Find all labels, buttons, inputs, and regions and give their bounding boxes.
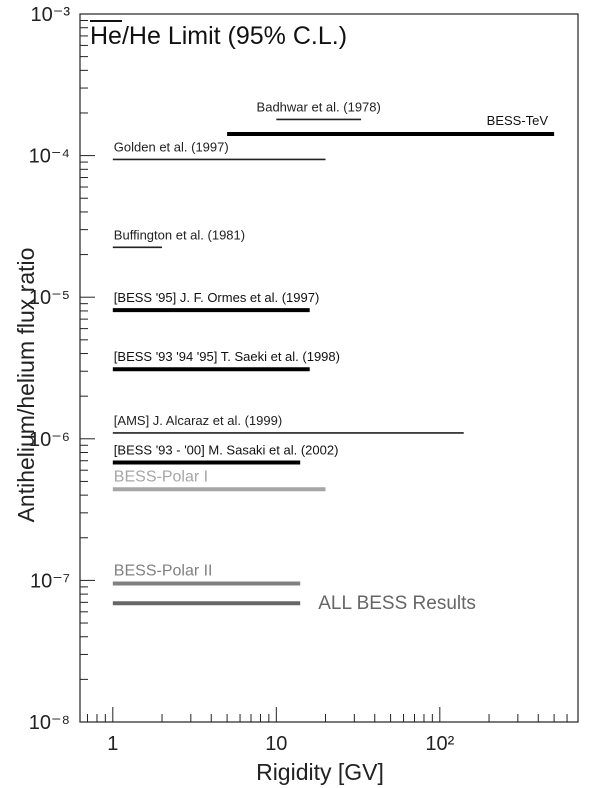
x-tick-label: 10² [425, 733, 454, 755]
chart-title: He/He Limit (95% C.L.) [90, 22, 347, 51]
series-label: BESS-Polar II [114, 563, 213, 580]
chart-title-overlined: He [90, 22, 122, 50]
y-tick-label: 10⁻⁴ [29, 146, 70, 168]
y-tick-label: 10⁻⁸ [29, 712, 70, 734]
x-tick-label: 10 [265, 733, 287, 755]
series-label: BESS-Polar I [114, 468, 208, 485]
series-label: Golden et al. (1997) [114, 139, 229, 154]
series-label: Badhwar et al. (1978) [257, 99, 381, 114]
plot-frame [79, 13, 579, 723]
series-label: [BESS '95] J. F. Ormes et al. (1997) [114, 290, 320, 305]
chart-title-rest: /He Limit (95% C.L.) [121, 22, 348, 50]
series-label: [BESS '93 '94 '95] T. Saeki et al. (1998… [114, 349, 340, 364]
x-axis-label: Rigidity [GV] [256, 759, 384, 785]
series-layer: Badhwar et al. (1978) BESS-TeV Golden et a… [112, 99, 555, 614]
y-tick-label: 10⁻⁶ [29, 429, 70, 451]
y-axis-label: Antihelium/helium flux ratio [13, 248, 39, 523]
x-tick-label: 1 [107, 733, 118, 755]
y-tick-label: 10⁻⁵ [29, 287, 70, 309]
series-label: [AMS] J. Alcaraz et al. (1999) [114, 413, 282, 428]
series-label: BESS-TeV [487, 113, 549, 128]
y-tick-label: 10⁻³ [31, 4, 71, 26]
y-tick-label: 10⁻⁷ [30, 570, 70, 592]
series-label: [BESS '93 - '00] M. Sasaki et al. (2002) [114, 443, 339, 458]
series-label: Buffington et al. (1981) [114, 227, 245, 242]
axes: 10⁻⁸ 10⁻⁷ 10⁻⁶ 10⁻⁵ 10⁻⁴ 10⁻³ 1 10 10² [29, 4, 579, 755]
series-label: ALL BESS Results [318, 593, 476, 614]
